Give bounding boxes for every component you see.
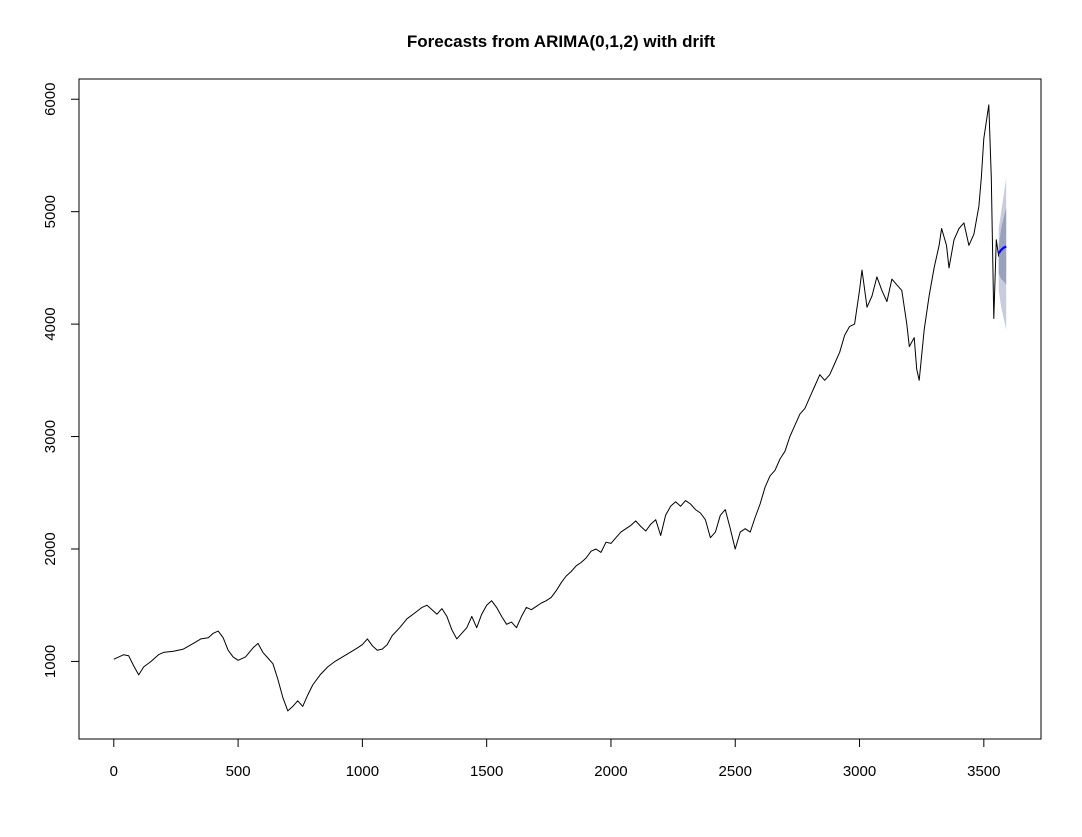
y-axis: 1000 2000 3000 4000 5000 6000 bbox=[42, 83, 80, 678]
y-tick-label: 3000 bbox=[42, 420, 59, 453]
x-tick-label: 1000 bbox=[346, 763, 379, 780]
forecast-interval-bands bbox=[998, 177, 1007, 330]
x-tick-label: 3000 bbox=[843, 763, 876, 780]
y-tick-label: 4000 bbox=[42, 307, 59, 340]
plot-area-border bbox=[78, 78, 1042, 740]
x-tick-label: 0 bbox=[110, 763, 118, 780]
chart-title: Forecasts from ARIMA(0,1,2) with drift bbox=[407, 32, 716, 51]
series-lines bbox=[113, 104, 1007, 712]
y-tick-label: 1000 bbox=[42, 645, 59, 678]
x-tick-label: 2500 bbox=[719, 763, 752, 780]
observed-series-line bbox=[113, 104, 1000, 712]
x-tick-label: 500 bbox=[226, 763, 251, 780]
y-tick-label: 2000 bbox=[42, 532, 59, 565]
x-tick-label: 2000 bbox=[594, 763, 627, 780]
interval-band-1 bbox=[998, 208, 1007, 285]
y-tick-label: 6000 bbox=[42, 83, 59, 116]
y-tick-label: 5000 bbox=[42, 195, 59, 228]
x-tick-label: 3500 bbox=[967, 763, 1000, 780]
x-tick-label: 1500 bbox=[470, 763, 503, 780]
forecast-series-line bbox=[997, 245, 1007, 254]
x-axis: 0 500 1000 1500 2000 2500 3000 3500 bbox=[110, 738, 1001, 780]
